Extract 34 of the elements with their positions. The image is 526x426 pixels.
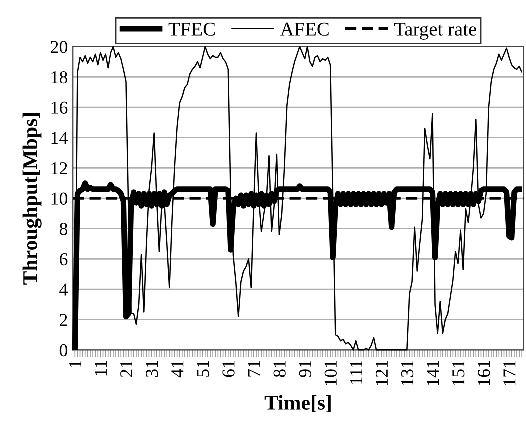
y-tick-label: 18 — [52, 71, 68, 84]
y-tick-label: 8 — [60, 223, 68, 236]
legend-label: TFEC — [168, 22, 215, 36]
legend-label: AFEC — [280, 22, 329, 36]
x-tick-label: 101 — [324, 360, 337, 386]
y-tick-label: 14 — [52, 132, 68, 144]
x-tick-label: 41 — [172, 360, 184, 378]
x-tick-label: 121 — [376, 360, 388, 386]
x-tick-label: 61 — [222, 360, 235, 378]
legend-label: Target rate — [394, 23, 476, 40]
x-tick-label: 21 — [120, 360, 132, 378]
x-tick-label: 111 — [350, 360, 362, 384]
x-tick-label: 161 — [478, 360, 490, 386]
x-tick-label: 11 — [95, 360, 107, 376]
y-tick-label: 20 — [50, 41, 68, 54]
y-tick-label: 6 — [60, 253, 68, 266]
x-tick-label: 141 — [427, 360, 439, 386]
y-tick-label: 0 — [60, 344, 68, 357]
x-tick-label: 51 — [197, 360, 210, 377]
x-tick-label: 71 — [248, 360, 260, 377]
x-axis-title: Time[s] — [264, 395, 331, 413]
y-tick-label: 16 — [52, 102, 68, 114]
x-tick-label: 171 — [504, 360, 516, 386]
x-tick-label: 131 — [401, 360, 414, 386]
x-tick-label: 1 — [70, 360, 82, 368]
y-tick-label: 2 — [60, 314, 68, 326]
x-tick-label: 31 — [146, 360, 158, 378]
y-tick-label: 12 — [52, 162, 68, 174]
x-tick-label: 81 — [274, 360, 286, 378]
y-axis-title: Throughput[Mbps] — [22, 113, 42, 285]
y-tick-label: 4 — [60, 284, 68, 296]
x-tick-label: 151 — [452, 360, 465, 386]
x-tick-label: 91 — [299, 360, 312, 378]
y-tick-label: 10 — [52, 192, 68, 205]
